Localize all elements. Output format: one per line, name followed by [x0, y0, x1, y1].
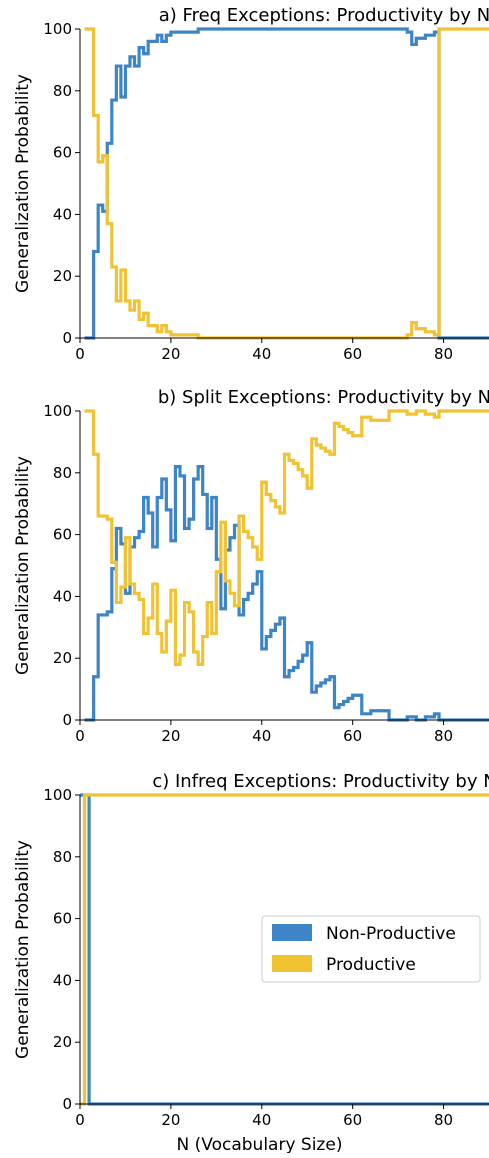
x-tick-label: 20 — [161, 727, 180, 745]
x-tick-label: 80 — [434, 345, 453, 363]
y-tick-label: 0 — [62, 711, 72, 729]
y-tick-label: 80 — [53, 848, 72, 866]
y-tick-label: 0 — [62, 1095, 72, 1113]
series-line-productive-panel-2 — [84, 409, 489, 666]
panel-title-1: a) Freq Exceptions: Productivity by N — [159, 5, 489, 26]
x-tick-label: 0 — [75, 345, 85, 363]
y-tick-label: 60 — [53, 144, 72, 162]
y-tick-label: 20 — [53, 267, 72, 285]
y-tick-label: 100 — [43, 402, 72, 420]
y-tick-label: 40 — [53, 205, 72, 223]
y-tick-label: 60 — [53, 910, 72, 928]
y-tick-label: 20 — [53, 1033, 72, 1051]
x-tick-label: 40 — [252, 1111, 271, 1129]
panel-title-2: b) Split Exceptions: Productivity by N — [158, 387, 489, 408]
x-axis-title: N (Vocabulary Size) — [177, 1135, 343, 1153]
x-tick-label: 40 — [252, 345, 271, 363]
y-tick-label: 20 — [53, 649, 72, 667]
x-tick-label: 20 — [161, 345, 180, 363]
series-line-non-productive-panel-2 — [84, 465, 489, 722]
series-line-non-productive-panel-1 — [84, 27, 489, 340]
x-tick-label: 60 — [343, 1111, 362, 1129]
x-tick-label: 40 — [252, 727, 271, 745]
y-axis-title-panel-2: Generalization Probability — [13, 456, 33, 675]
x-tick-label: 80 — [434, 727, 453, 745]
x-tick-label: 20 — [161, 1111, 180, 1129]
series-line-productive-panel-1 — [84, 27, 489, 340]
x-tick-label: 0 — [75, 1111, 85, 1129]
legend-label-non-productive: Non-Productive — [326, 924, 456, 944]
y-tick-label: 100 — [43, 20, 72, 38]
legend-swatch-productive — [272, 955, 312, 972]
y-tick-label: 40 — [53, 971, 72, 989]
y-tick-label: 0 — [62, 329, 72, 347]
y-tick-label: 60 — [53, 526, 72, 544]
y-tick-label: 40 — [53, 587, 72, 605]
legend-frame — [261, 915, 481, 983]
y-tick-label: 100 — [43, 786, 72, 804]
panel-title-3: c) Infreq Exceptions: Productivity by N — [152, 771, 489, 792]
x-tick-label: 0 — [75, 727, 85, 745]
y-tick-label: 80 — [53, 464, 72, 482]
y-tick-label: 80 — [53, 82, 72, 100]
y-axis-title-panel-3: Generalization Probability — [13, 840, 33, 1059]
y-axis-title-panel-1: Generalization Probability — [13, 74, 33, 293]
x-tick-label: 60 — [343, 727, 362, 745]
legend-label-productive: Productive — [326, 955, 416, 975]
x-tick-label: 60 — [343, 345, 362, 363]
legend-swatch-non-productive — [272, 924, 312, 941]
x-tick-label: 80 — [434, 1111, 453, 1129]
